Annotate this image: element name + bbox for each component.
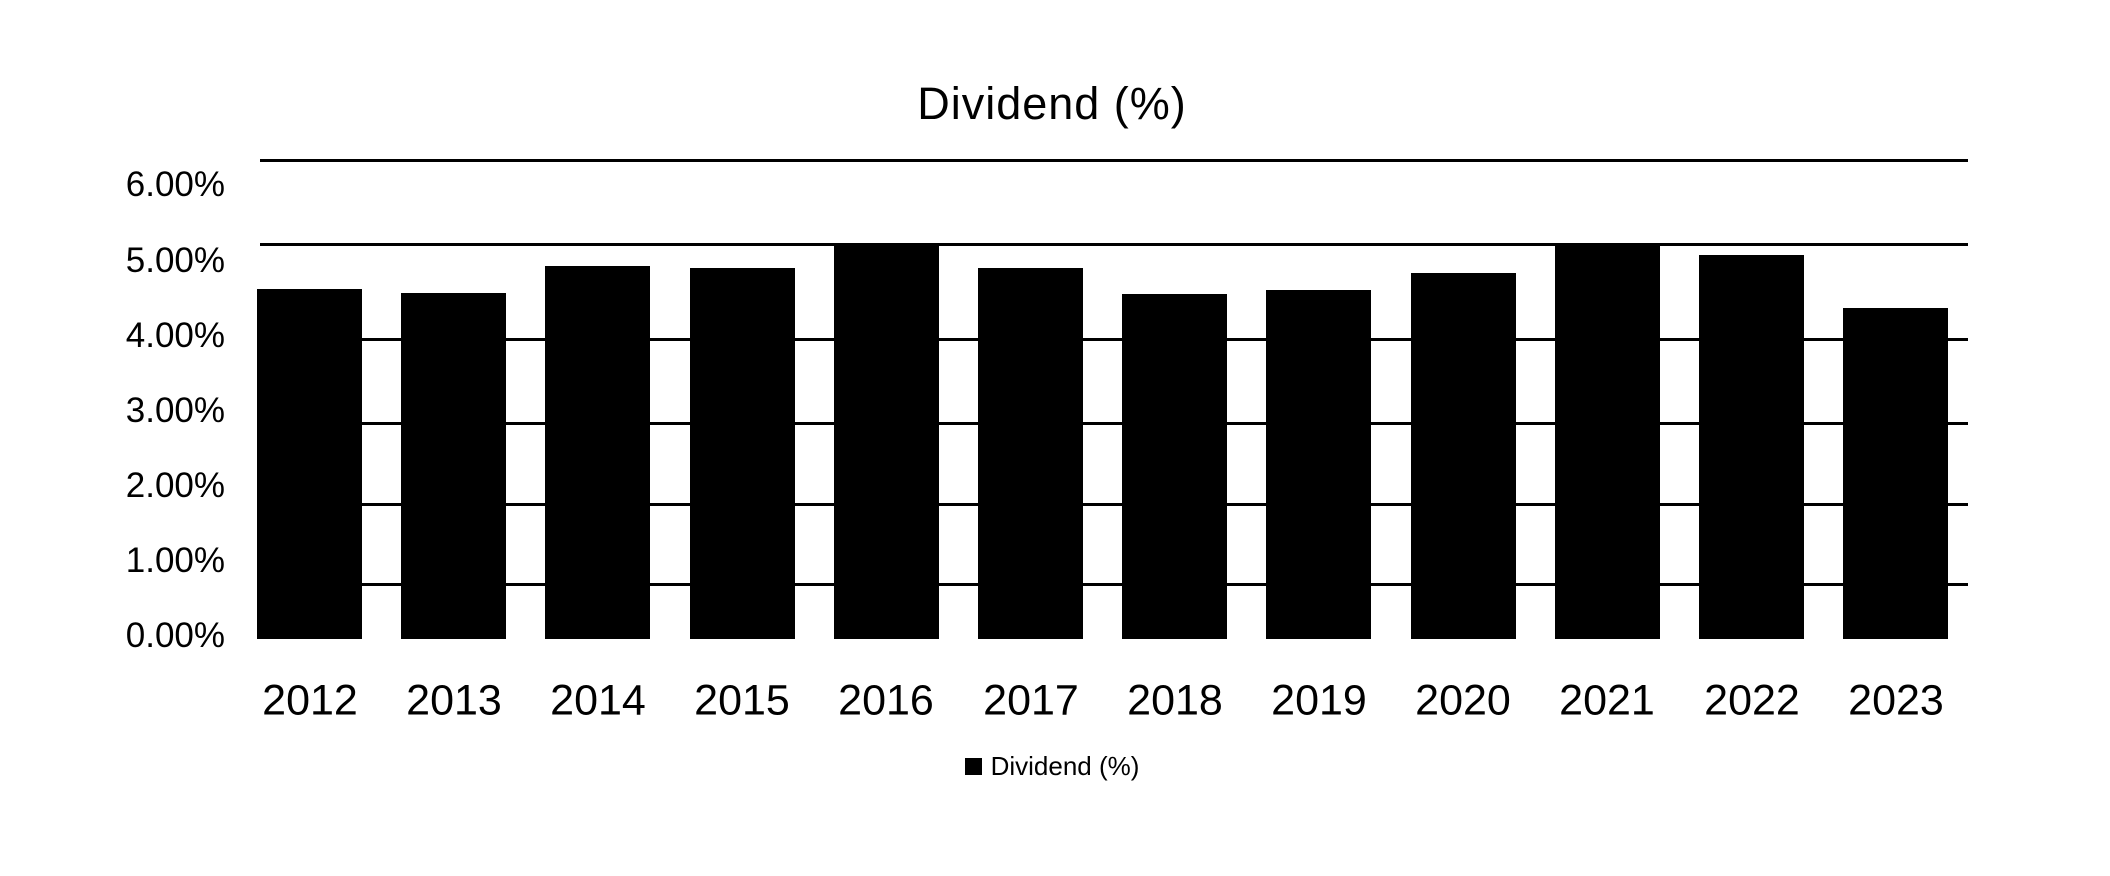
x-tick-label-2014: 2014 — [550, 676, 646, 725]
bar-2014 — [545, 266, 650, 639]
x-tick-label-2020: 2020 — [1415, 676, 1511, 725]
y-tick-label: 1.00% — [125, 541, 225, 580]
x-tick-label-2018: 2018 — [1127, 676, 1223, 725]
x-tick-label-2016: 2016 — [838, 676, 934, 725]
y-tick-label: 4.00% — [125, 316, 225, 355]
x-tick-label-2019: 2019 — [1271, 676, 1367, 725]
y-tick-label: 6.00% — [125, 165, 225, 204]
x-tick-label-2021: 2021 — [1559, 676, 1655, 725]
chart-title: Dividend (%) — [917, 78, 1187, 129]
y-tick-label: 0.00% — [125, 616, 225, 655]
x-tick-label-2013: 2013 — [406, 676, 502, 725]
bar-2021 — [1555, 246, 1660, 639]
legend-marker-icon — [964, 757, 982, 775]
bar-2020 — [1411, 273, 1516, 639]
legend: Dividend (%) — [0, 750, 2104, 781]
bar-2023 — [1843, 308, 1948, 639]
bar-2018 — [1122, 294, 1227, 639]
y-tick-label: 5.00% — [125, 241, 225, 280]
bar-2012 — [257, 289, 362, 639]
gridline — [260, 159, 1968, 162]
bar-2016 — [834, 246, 939, 639]
gridline — [260, 422, 1968, 425]
bar-2013 — [401, 293, 506, 639]
gridline — [260, 338, 1968, 341]
y-tick-label: 3.00% — [125, 391, 225, 430]
x-tick-label-2022: 2022 — [1704, 676, 1800, 725]
bar-2015 — [690, 268, 795, 639]
bar-2017 — [978, 268, 1083, 639]
gridline — [260, 503, 1968, 506]
x-tick-label-2023: 2023 — [1848, 676, 1944, 725]
legend-label: Dividend (%) — [990, 750, 1140, 781]
bar-2019 — [1266, 290, 1371, 639]
bar-2022 — [1699, 255, 1804, 639]
gridline — [260, 243, 1968, 246]
y-tick-label: 2.00% — [125, 466, 225, 505]
x-tick-label-2017: 2017 — [983, 676, 1079, 725]
x-tick-label-2012: 2012 — [262, 676, 358, 725]
gridline — [260, 583, 1968, 586]
x-tick-label-2015: 2015 — [694, 676, 790, 725]
